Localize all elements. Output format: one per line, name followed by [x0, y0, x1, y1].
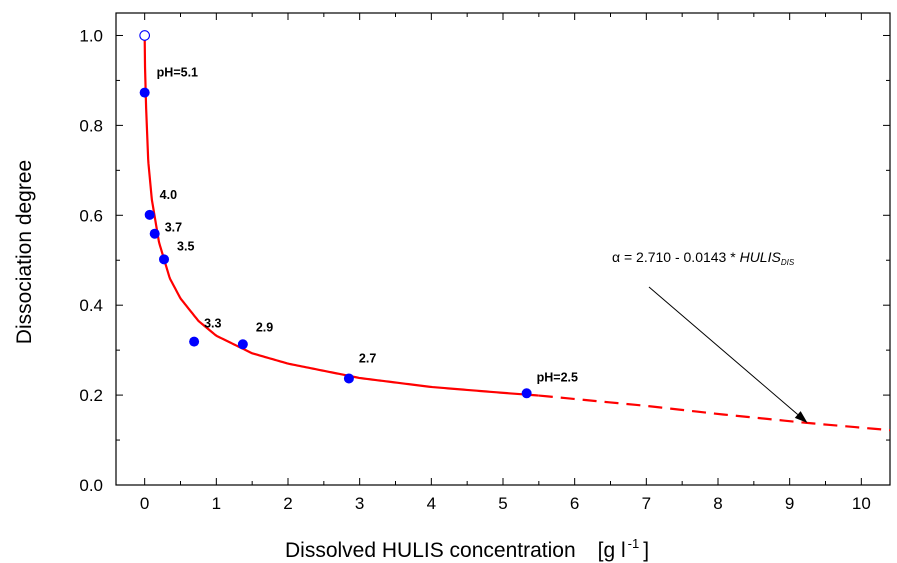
point-label: 3.7	[165, 221, 182, 235]
y-tick-label: 1.0	[79, 26, 103, 45]
fit-equation: α = 2.710 - 0.0143 * HULISDIS	[612, 249, 795, 267]
data-point	[139, 87, 150, 98]
x-axis-title-unit-sup: -1	[628, 536, 640, 551]
x-tick-label: 2	[283, 494, 292, 513]
point-label: pH=2.5	[537, 370, 578, 384]
y-axis-title: Dissociation degree	[13, 160, 36, 344]
x-axis-title: Dissolved HULIS concentration [g l -1]	[285, 536, 649, 562]
fit-curve-dashed	[538, 394, 891, 432]
point-label: 3.5	[177, 239, 194, 253]
fit-curve-solid	[143, 35, 539, 397]
data-point	[237, 339, 248, 350]
y-tick-label: 0.8	[79, 116, 103, 135]
data-point	[144, 209, 155, 220]
x-tick-label: 7	[642, 494, 651, 513]
x-axis-title-unit: [g l	[598, 539, 626, 562]
y-tick-label: 0.4	[79, 296, 103, 315]
y-tick-label: 0.2	[79, 386, 103, 405]
x-tick-labels: 0 1 2 3 4 5 6 7 8 9 10	[140, 494, 871, 513]
x-tick-label: 3	[355, 494, 364, 513]
x-tick-label: 5	[498, 494, 507, 513]
data-points	[139, 30, 532, 399]
x-tick-label: 4	[427, 494, 436, 513]
x-axis-title-unit-close: ]	[643, 539, 649, 562]
x-tick-label: 10	[852, 494, 871, 513]
point-label: 4.0	[160, 188, 177, 202]
fit-equation-sub: DIS	[781, 258, 795, 267]
x-tick-label: 9	[785, 494, 794, 513]
data-point-open	[139, 30, 151, 41]
data-point	[149, 228, 160, 239]
x-tick-label: 0	[140, 494, 149, 513]
y-tick-label: 0.6	[79, 206, 103, 225]
point-label: 3.3	[204, 317, 221, 331]
x-axis-title-main: Dissolved HULIS concentration	[285, 539, 576, 562]
point-label: 2.9	[256, 320, 273, 334]
x-tick-label: 6	[570, 494, 579, 513]
annotation-arrow	[648, 286, 799, 415]
x-tick-label: 8	[713, 494, 722, 513]
point-label: 2.7	[359, 351, 376, 365]
y-tick-label: 0.0	[79, 476, 103, 495]
fit-equation-var: HULIS	[740, 249, 782, 265]
data-point	[189, 336, 200, 347]
axis-ticks	[116, 13, 890, 486]
fit-equation-prefix: α = 2.710 - 0.0143 *	[612, 249, 740, 265]
data-point	[159, 254, 170, 265]
point-labels: pH=5.1 4.0 3.7 3.5 3.3 2.9 2.7 pH=2.5	[157, 66, 578, 385]
data-point	[521, 388, 532, 399]
y-tick-labels: 0.0 0.2 0.4 0.6 0.8 1.0	[79, 26, 103, 495]
point-label: pH=5.1	[157, 66, 198, 80]
x-tick-label: 1	[212, 494, 221, 513]
data-point	[343, 373, 354, 384]
annotation-arrowhead	[794, 411, 808, 423]
